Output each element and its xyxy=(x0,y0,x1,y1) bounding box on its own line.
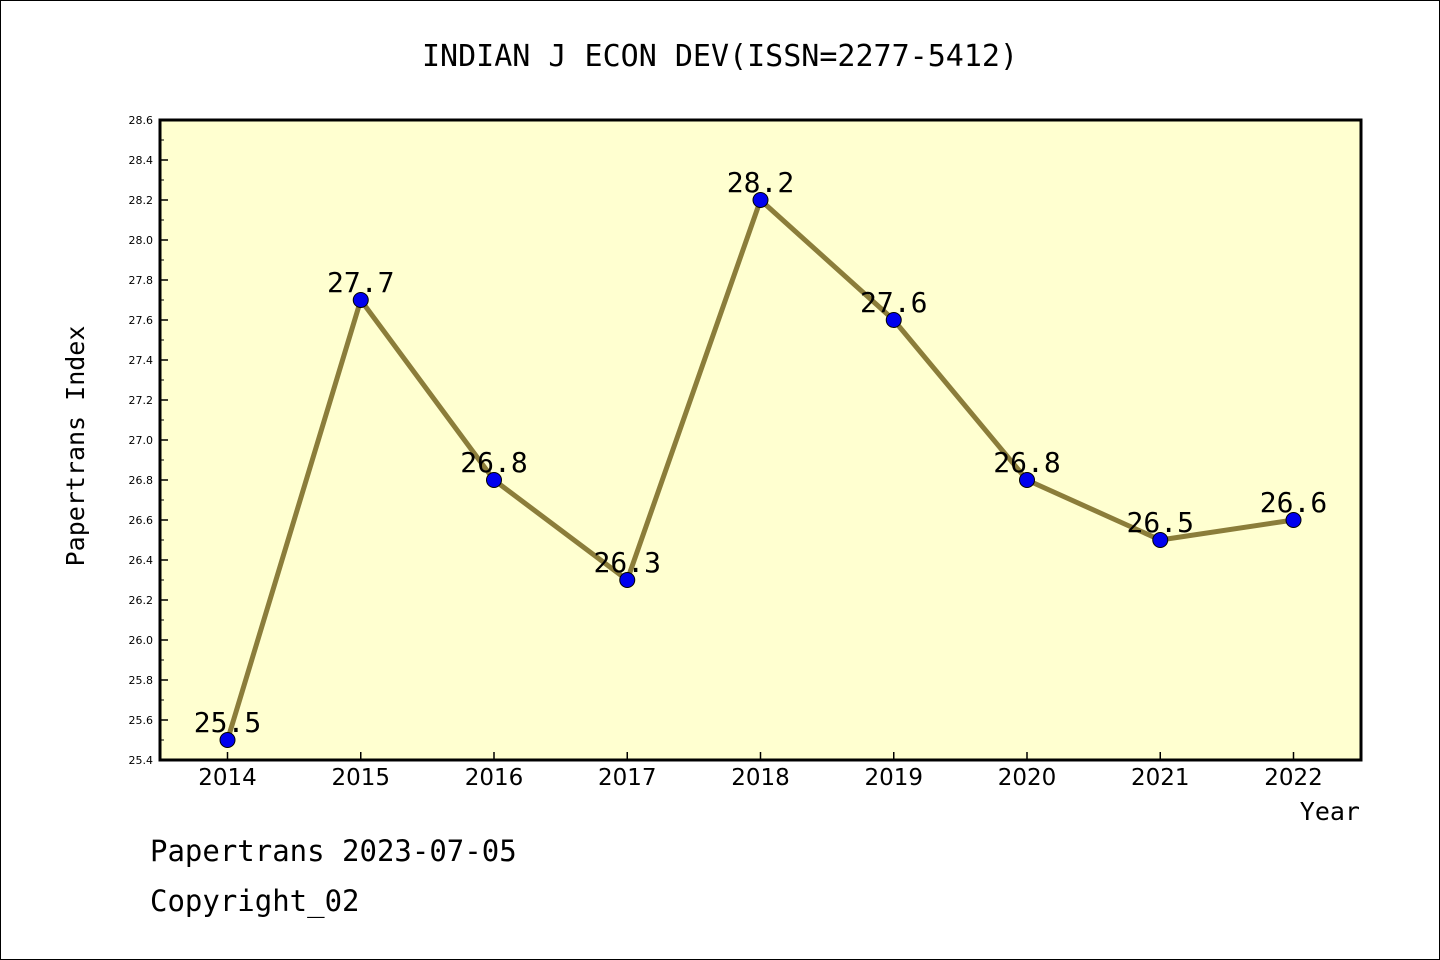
data-point xyxy=(1019,472,1035,488)
y-tick-label: 25.8 xyxy=(129,674,154,687)
y-tick-label: 27.6 xyxy=(129,314,154,327)
data-label: 28.2 xyxy=(727,166,794,199)
series-layer xyxy=(219,192,1302,748)
chart-title: INDIAN J ECON DEV(ISSN=2277-5412) xyxy=(422,39,1018,74)
y-tick-label: 25.6 xyxy=(129,714,154,727)
y-tick-label: 26.2 xyxy=(129,594,154,607)
y-tick-label: 26.6 xyxy=(129,514,154,527)
x-tick-label: 2015 xyxy=(331,765,390,791)
data-point xyxy=(1152,532,1169,548)
data-label: 27.7 xyxy=(327,266,394,299)
x-axis-label: Year xyxy=(1300,797,1360,826)
y-tick-label: 28.2 xyxy=(129,194,154,207)
x-tick-label: 2014 xyxy=(198,765,257,791)
data-label: 26.8 xyxy=(993,446,1060,479)
data-label: 26.3 xyxy=(594,546,661,579)
y-tick-label: 27.4 xyxy=(129,354,154,367)
footer-date: Papertrans 2023-07-05 xyxy=(150,834,517,868)
x-tick-label: 2019 xyxy=(864,765,923,791)
y-tick-label: 27.2 xyxy=(129,394,154,407)
data-labels: 25.5 27.7 26.8 26.3 28.2 27.6 26.8 26.5 26.6 xyxy=(194,166,1327,739)
data-point xyxy=(1285,512,1302,528)
x-tick-label: 2020 xyxy=(998,765,1057,791)
y-tick-label: 27.8 xyxy=(129,274,154,287)
data-point xyxy=(352,292,369,308)
x-tick-label: 2016 xyxy=(465,765,524,791)
x-tick-label: 2021 xyxy=(1131,765,1190,791)
y-axis-ticks: 25.4 25.6 25.8 26.0 26.2 26.4 26.6 26.8 27.0 27.2… xyxy=(129,114,168,767)
y-tick-label: 26.8 xyxy=(129,474,154,487)
data-label: 26.5 xyxy=(1127,506,1194,539)
data-point xyxy=(486,472,502,488)
x-tick-label: 2017 xyxy=(598,765,657,791)
data-point xyxy=(619,572,636,588)
data-label: 25.5 xyxy=(194,706,261,739)
plot-area xyxy=(158,118,1363,762)
data-label: 27.6 xyxy=(860,286,927,319)
data-point xyxy=(752,192,769,208)
y-tick-label: 26.0 xyxy=(129,634,154,647)
y-tick-label: 28.0 xyxy=(129,234,154,247)
data-label: 26.6 xyxy=(1260,486,1327,519)
y-tick-label: 27.0 xyxy=(129,434,154,447)
y-tick-label: 26.4 xyxy=(129,554,154,567)
x-tick-label: 2018 xyxy=(731,765,790,791)
footer-copyright: Copyright_02 xyxy=(150,884,360,918)
y-axis-label: Papertrans Index xyxy=(61,326,90,567)
data-point xyxy=(885,312,902,328)
x-tick-label: 2022 xyxy=(1264,765,1323,791)
y-tick-label: 25.4 xyxy=(129,754,154,767)
y-tick-label: 28.4 xyxy=(129,154,154,167)
data-label: 26.8 xyxy=(460,446,527,479)
y-tick-label: 28.6 xyxy=(129,114,154,127)
data-point xyxy=(219,732,236,748)
x-axis-ticks: 2014 2015 2016 2017 2018 2019 2020 2021 2022 xyxy=(198,752,1323,791)
